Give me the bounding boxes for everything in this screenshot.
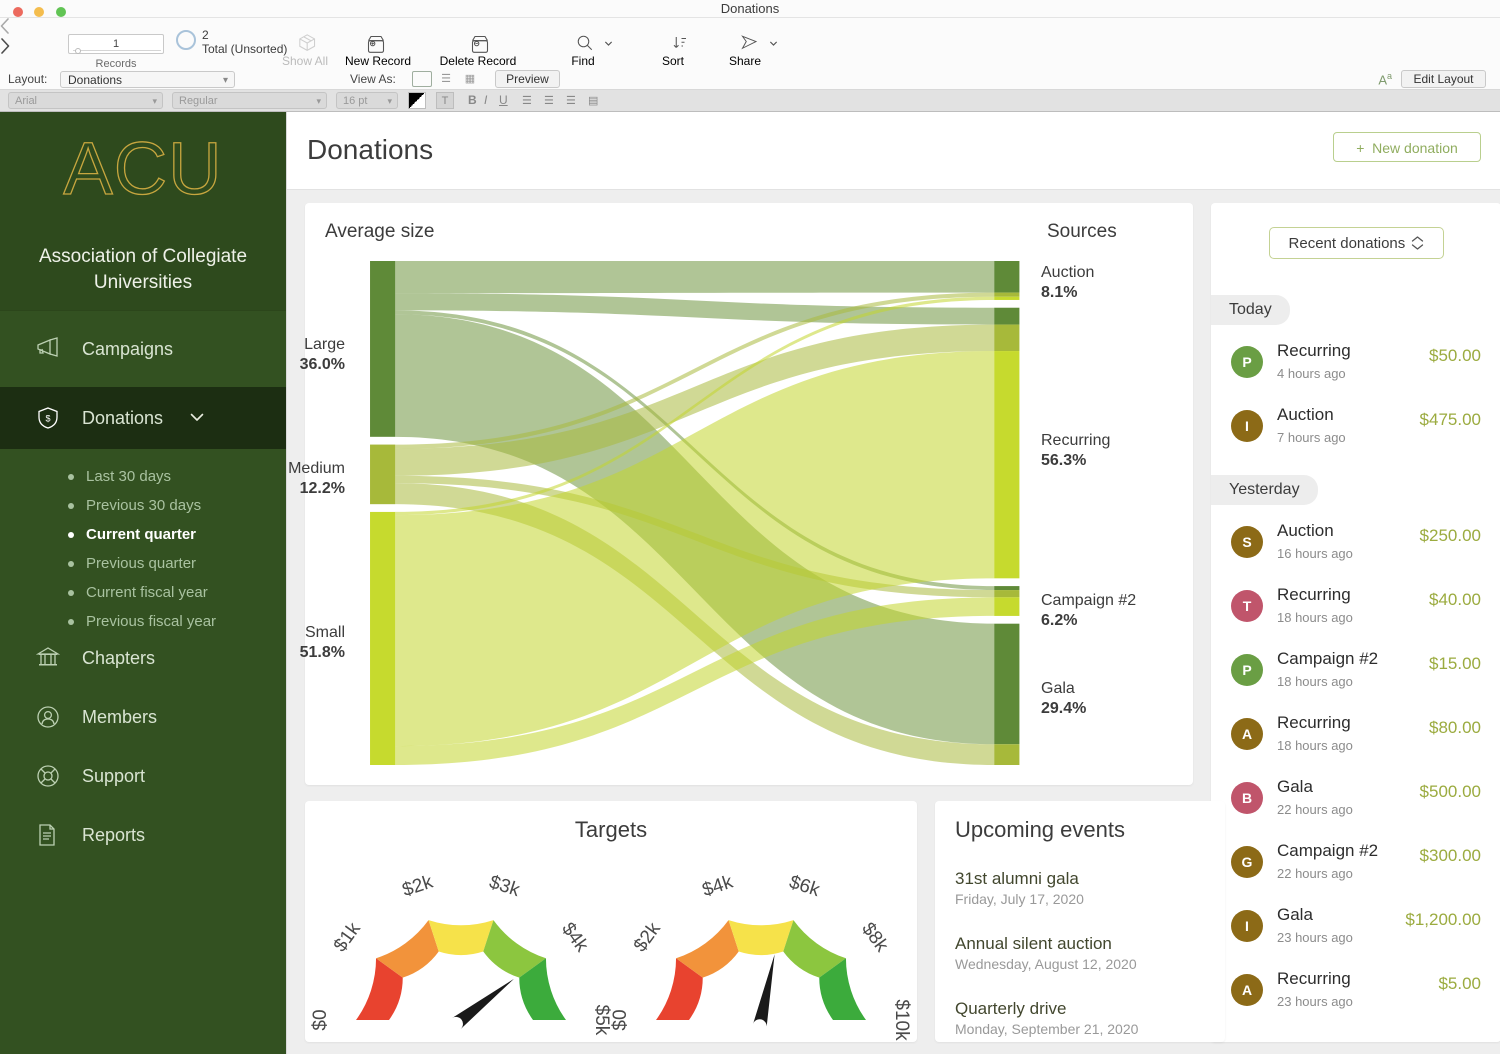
svg-text:$8k: $8k xyxy=(857,919,892,957)
svg-text:$5k: $5k xyxy=(591,1005,611,1036)
svg-text:$4k: $4k xyxy=(700,871,736,901)
svg-text:$0: $0 xyxy=(311,1009,331,1030)
svg-text:$2k: $2k xyxy=(400,871,436,901)
svg-text:$: $ xyxy=(45,414,50,424)
svg-text:$2k: $2k xyxy=(630,918,665,956)
svg-text:$10k: $10k xyxy=(891,999,911,1041)
svg-text:$1k: $1k xyxy=(330,918,365,956)
svg-text:$0: $0 xyxy=(611,1009,631,1030)
svg-text:$3k: $3k xyxy=(487,872,523,902)
svg-text:$4k: $4k xyxy=(557,919,592,957)
svg-text:$6k: $6k xyxy=(787,872,823,902)
